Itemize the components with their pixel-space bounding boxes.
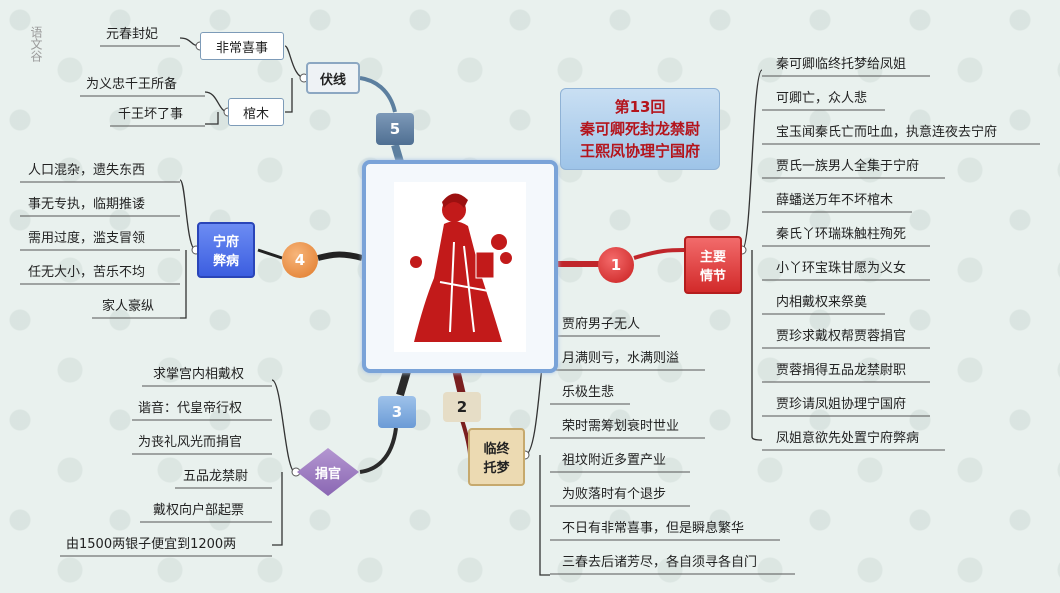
branch5-item: 元春封妃 xyxy=(106,27,159,42)
center-image-frame xyxy=(362,160,558,373)
branch3-item: 谐音：代皇帝行权 xyxy=(138,401,243,416)
branch1-item: 宝玉闻秦氏亡而吐血，执意连夜去宁府 xyxy=(776,125,998,140)
branch2-item: 月满则亏，水满则溢 xyxy=(562,351,680,366)
branch3-item: 戴权向户部起票 xyxy=(153,503,245,518)
branch4-item: 事无专执，临期推诿 xyxy=(28,197,146,212)
branch1-item: 秦氏丫环瑞珠触柱殉死 xyxy=(776,227,907,242)
papercut-lady-icon xyxy=(410,193,512,342)
branch3-item: 为丧礼风光而捐官 xyxy=(138,435,243,450)
node-2-badge: 2 xyxy=(443,392,481,422)
papercut-figure-image xyxy=(394,182,526,352)
branch2-item: 不日有非常喜事，但是瞬息繁华 xyxy=(562,521,745,536)
branch1-item: 贾蓉捐得五品龙禁尉职 xyxy=(776,363,907,378)
branch2-item: 乐极生悲 xyxy=(562,385,615,400)
category-deathbed-dream: 临终 托梦 xyxy=(468,428,525,486)
title-line-3: 王熙凤协理宁国府 xyxy=(579,142,700,160)
category-foreshadowing: 伏线 xyxy=(306,62,360,94)
branch5-item: 为义忠千王所备 xyxy=(86,77,178,92)
branch1-item: 内相戴权来祭奠 xyxy=(776,295,868,310)
branch4-item: 家人豪纵 xyxy=(102,299,155,314)
branch1-item: 贾珍请凤姐协理宁国府 xyxy=(776,397,907,412)
chapter-title: 第13回 秦可卿死封龙禁尉 王熙凤协理宁国府 xyxy=(560,88,720,170)
branch4-item: 人口混杂，遗失东西 xyxy=(28,163,146,178)
branch3-item: 由1500两银子便宜到1200两 xyxy=(66,537,237,552)
branch3-item: 求掌宫内相戴权 xyxy=(153,367,245,382)
branch2-item: 祖坟附近多置产业 xyxy=(562,453,667,468)
branch1-item: 薛蟠送万年不坏棺木 xyxy=(776,193,894,208)
node-1-badge: 1 xyxy=(598,247,634,283)
branch1-item: 贾氏一族男人全集于宁府 xyxy=(776,159,920,174)
branch5-item: 千王坏了事 xyxy=(118,107,184,122)
branch4-item: 需用过度，滥支冒领 xyxy=(28,231,146,246)
side-watermark: 语文谷 xyxy=(29,26,43,62)
title-line-2: 秦可卿死封龙禁尉 xyxy=(579,120,700,138)
branch2-item: 贾府男子无人 xyxy=(562,317,641,332)
branch2-item: 三春去后诸芳尽，各自须寻各自门 xyxy=(562,555,758,570)
branch1-item: 贾珍求戴权帮贾蓉捐官 xyxy=(776,329,907,344)
branch3-item: 五品龙禁尉 xyxy=(183,469,249,484)
branch1-item: 秦可卿临终托梦给凤姐 xyxy=(776,57,907,72)
category-ning-mansion-ills: 宁府 弊病 xyxy=(197,222,255,278)
node-3-badge: 3 xyxy=(378,396,416,428)
sub-coffin: 棺木 xyxy=(228,98,284,126)
branch4-item: 任无大小，苦乐不均 xyxy=(28,265,146,280)
branch1-item: 可卿亡，众人悲 xyxy=(776,91,868,106)
node-5-badge: 5 xyxy=(376,113,414,145)
branch2-item: 为败落时有个退步 xyxy=(562,487,667,502)
node-4-badge: 4 xyxy=(282,242,318,278)
branch2-item: 荣时需筹划衰时世业 xyxy=(562,419,680,434)
title-line-1: 第13回 xyxy=(614,98,666,116)
sub-great-joy: 非常喜事 xyxy=(200,32,284,60)
category-main-plot: 主要 情节 xyxy=(684,236,742,294)
branch1-item: 凤姐意欲先处置宁府弊病 xyxy=(776,431,920,446)
branch1-item: 小丫环宝珠甘愿为义女 xyxy=(776,261,907,276)
